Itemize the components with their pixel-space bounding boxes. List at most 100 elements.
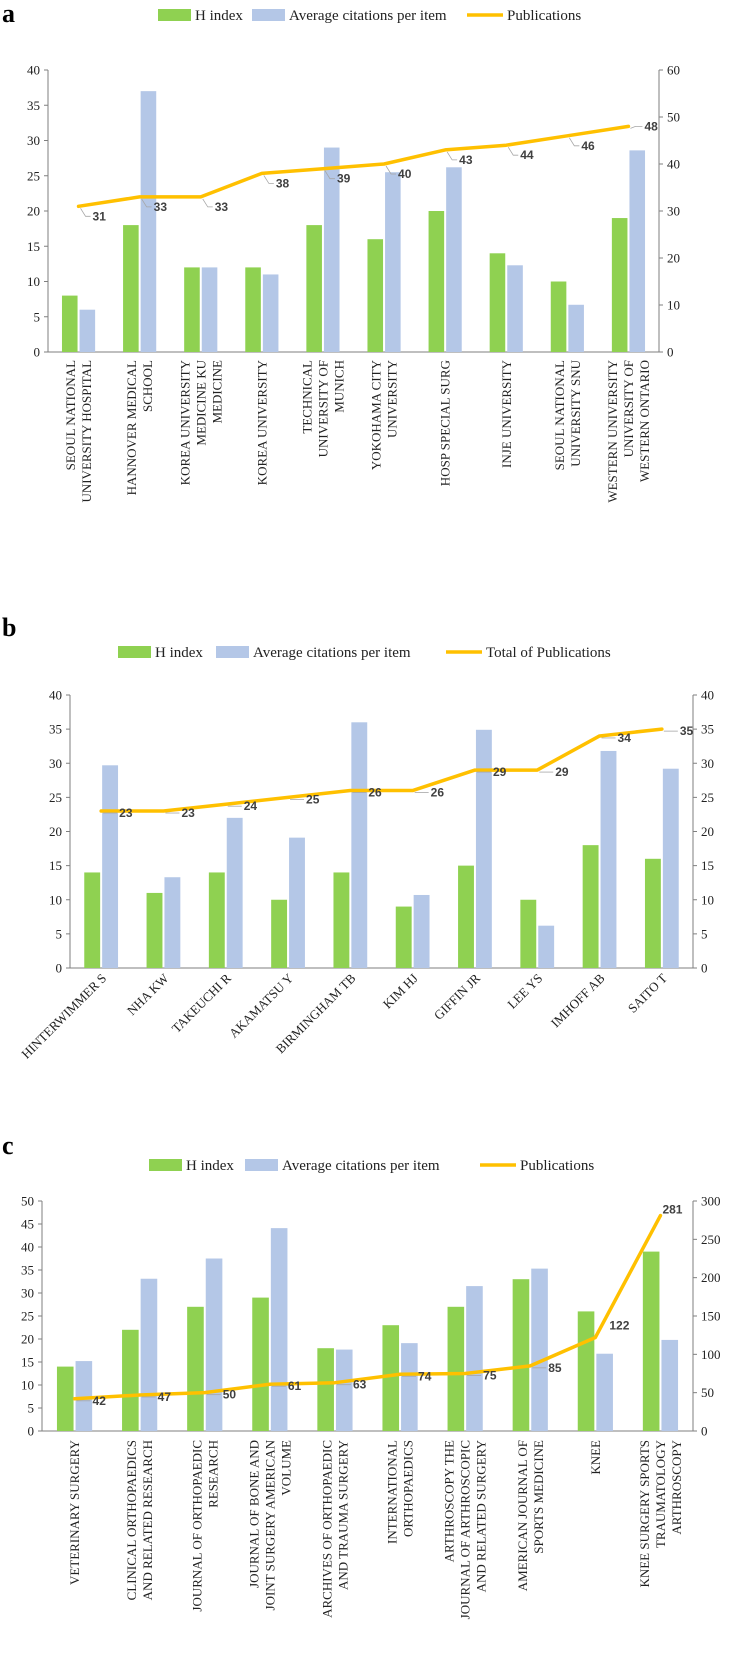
bar-avg-citations — [270, 1228, 288, 1431]
right-tick-label: 0 — [701, 1424, 708, 1439]
data-label: 122 — [609, 1318, 629, 1332]
leader-line — [630, 126, 643, 129]
bar-avg-citations — [401, 1343, 418, 1431]
left-tick-label: 10 — [49, 892, 62, 907]
bar-h-index — [306, 225, 322, 352]
right-tick-label: 20 — [667, 251, 680, 266]
category-label: WESTERN ONTARIO — [637, 360, 652, 482]
right-tick-label: 250 — [701, 1232, 721, 1247]
legend-label: Average citations per item — [289, 8, 447, 24]
left-tick-label: 35 — [49, 722, 62, 737]
left-tick-label: 35 — [27, 98, 40, 113]
bar-h-index — [550, 281, 567, 352]
category-label: SCHOOL — [140, 360, 155, 412]
category-label: INJE UNIVERSITY — [499, 359, 514, 468]
right-tick-label: 10 — [701, 892, 714, 907]
category-label: AND RELATED SURGERY — [474, 1439, 489, 1592]
data-label: 43 — [459, 153, 473, 167]
bar-avg-citations — [201, 267, 218, 352]
bar-h-index — [577, 1311, 595, 1431]
panel-letter: c — [2, 1131, 14, 1160]
category-label: NHA KW — [124, 970, 172, 1018]
right-tick-label: 35 — [701, 722, 714, 737]
legend-label: H index — [155, 645, 203, 661]
line-publications — [99, 727, 664, 813]
right-tick-label: 15 — [701, 858, 714, 873]
legend-label: Average citations per item — [253, 645, 411, 661]
data-label: 35 — [680, 724, 694, 738]
category-label: KOREA UNIVERSITY — [177, 359, 192, 485]
legend-label: H index — [195, 8, 243, 24]
right-tick-label: 20 — [701, 824, 714, 839]
legend-swatch-h-index — [158, 9, 191, 21]
data-label: 34 — [618, 731, 632, 745]
category-label: KIM HJ — [380, 971, 421, 1012]
bar-avg-citations — [446, 167, 462, 352]
bar-h-index — [123, 225, 139, 352]
data-label: 48 — [644, 119, 658, 133]
data-label: 26 — [431, 786, 445, 800]
left-tick-label: 25 — [21, 1309, 34, 1324]
right-tick-label: 0 — [701, 961, 708, 976]
chart-c: c H index Average citations per item Public… — [2, 1131, 721, 1619]
category-label: TECHNICAL — [299, 360, 314, 434]
legend: H index Average citations per item Publica… — [158, 8, 581, 24]
data-label: 29 — [555, 765, 569, 779]
left-tick-label: 20 — [49, 824, 62, 839]
legend-label: Publications — [520, 1158, 594, 1174]
category-label: KNEE SURGERY SPORTS — [637, 1440, 652, 1588]
bar-avg-citations — [140, 91, 157, 353]
bar-h-index — [644, 858, 661, 968]
legend: H index Average citations per item Publica… — [149, 1158, 594, 1174]
bar-h-index — [520, 899, 537, 968]
left-tick-label: 40 — [27, 63, 40, 78]
bar-h-index — [187, 1306, 204, 1431]
bar-h-index — [512, 1279, 530, 1431]
leader-line — [202, 198, 213, 208]
bar-avg-citations — [538, 925, 555, 968]
category-label: JOURNAL OF ARTHROSCOPIC — [458, 1440, 473, 1619]
category-label: SEOUL NATIONAL — [552, 360, 567, 470]
data-label: 44 — [520, 148, 534, 162]
bar-avg-citations — [75, 1361, 93, 1431]
bar-h-index — [382, 1325, 400, 1431]
legend-swatch-h-index — [118, 646, 151, 658]
left-tick-label: 5 — [34, 309, 41, 324]
leader-line — [324, 170, 335, 180]
left-tick-label: 30 — [49, 756, 62, 771]
right-tick-label: 50 — [667, 110, 680, 125]
bar-avg-citations — [351, 722, 368, 968]
right-tick-label: 40 — [667, 157, 680, 172]
right-tick-label: 40 — [701, 688, 714, 703]
left-tick-label: 10 — [21, 1378, 34, 1393]
bar-h-index — [122, 1329, 139, 1431]
left-tick-label: 0 — [56, 961, 63, 976]
category-label: ARCHIVES OF ORTHOPAEDIC — [319, 1440, 334, 1618]
left-tick-label: 10 — [27, 274, 40, 289]
data-label: 74 — [418, 1369, 432, 1383]
category-label: YOKOHAMA CITY — [369, 359, 384, 470]
data-label: 61 — [288, 1379, 302, 1393]
data-label: 85 — [548, 1361, 562, 1375]
data-label: 29 — [493, 765, 507, 779]
category-label: HOSP SPECIAL SURG — [438, 360, 453, 486]
right-tick-label: 100 — [701, 1347, 721, 1362]
category-label: GIFFIN JR — [431, 970, 483, 1022]
bar-h-index — [252, 1297, 269, 1431]
right-tick-label: 25 — [701, 790, 714, 805]
bar-avg-citations — [413, 894, 430, 968]
category-label: VOLUME — [278, 1440, 293, 1496]
left-tick-label: 25 — [27, 168, 40, 183]
category-label: MEDICINE — [209, 360, 224, 424]
right-tick-label: 200 — [701, 1270, 721, 1285]
category-label: KOREA UNIVERSITY — [254, 359, 269, 485]
legend-swatch-avg-citations — [216, 646, 249, 658]
category-label: TAKEUCHI R — [169, 970, 235, 1036]
panel-letter: b — [2, 613, 16, 642]
bar-avg-citations — [475, 729, 492, 968]
data-label: 46 — [581, 139, 595, 153]
leader-line — [507, 146, 519, 156]
data-label: 38 — [276, 176, 290, 190]
legend: H index Average citations per item Total o… — [118, 645, 611, 661]
category-label: RESEARCH — [205, 1440, 220, 1508]
